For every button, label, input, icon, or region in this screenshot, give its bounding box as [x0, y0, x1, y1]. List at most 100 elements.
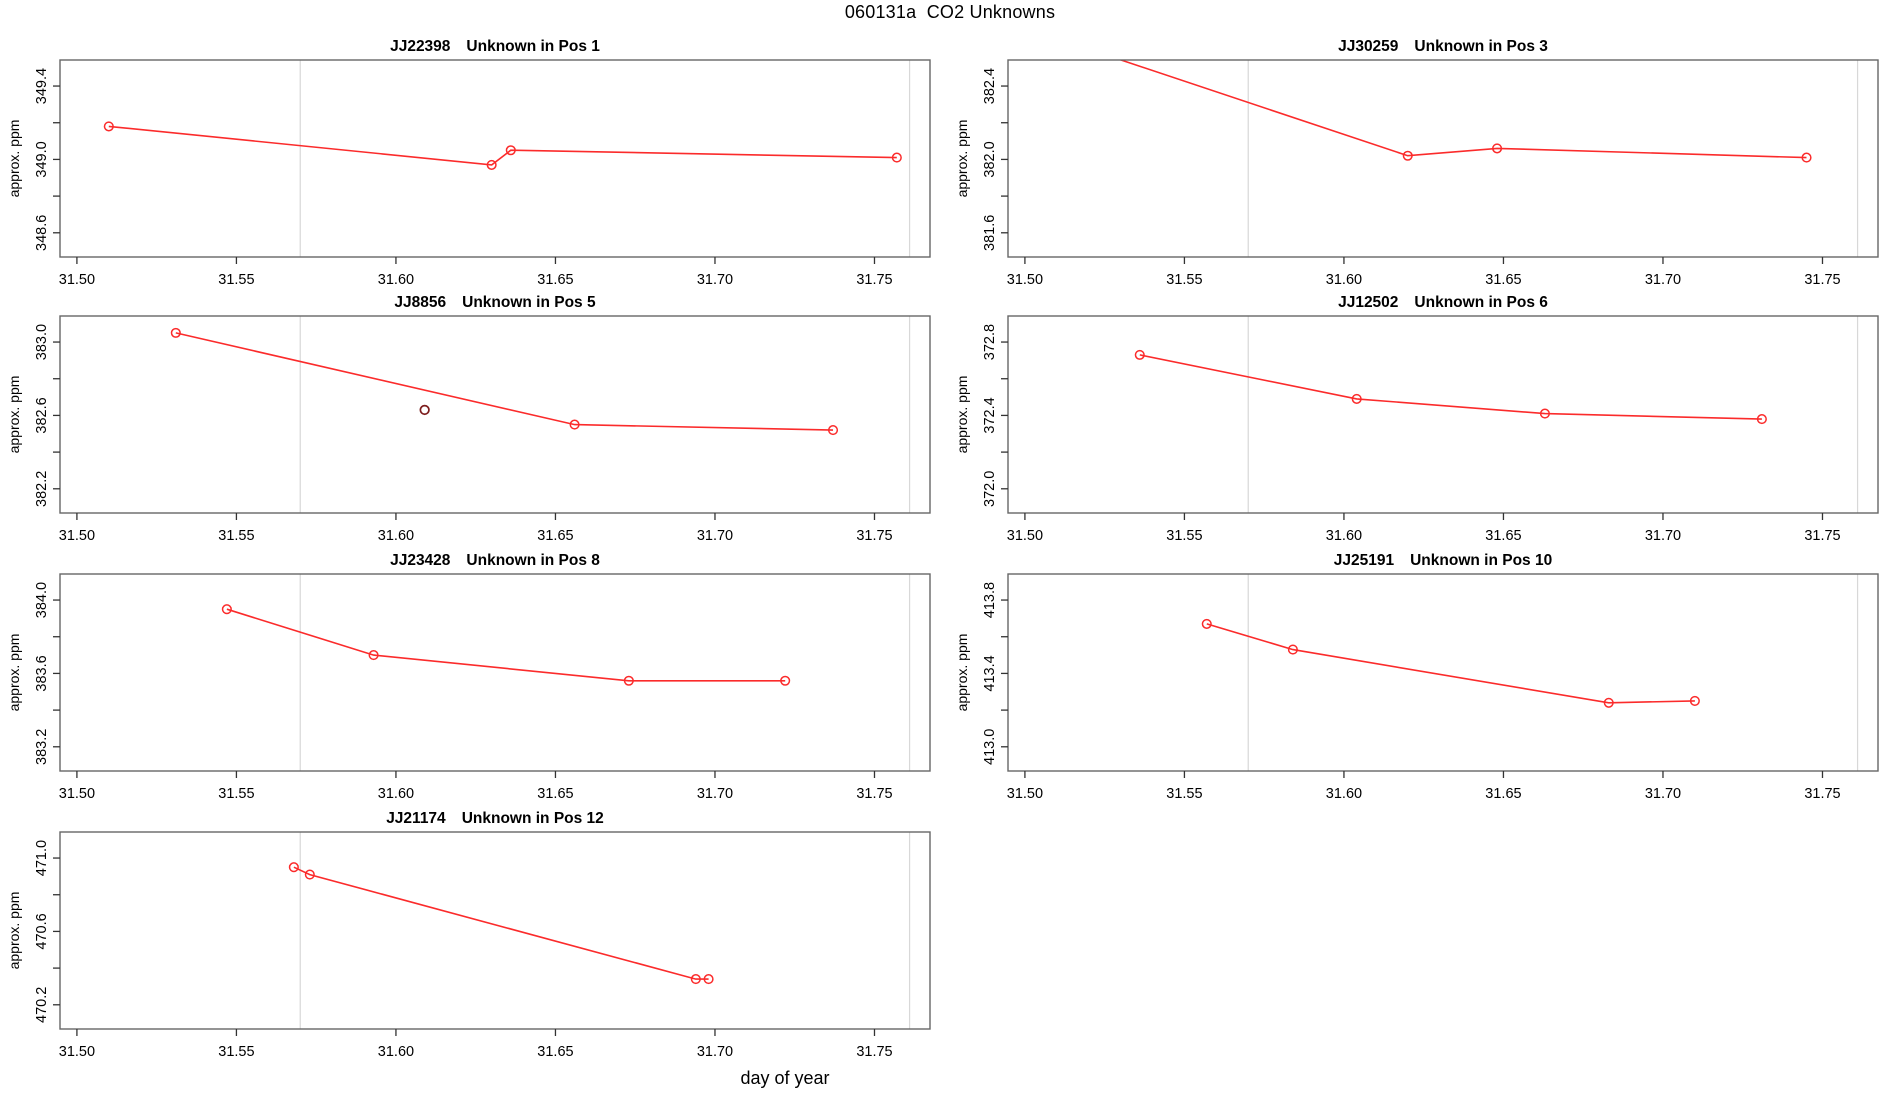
data-point-marker	[1287, 644, 1298, 655]
x-tick-label: 31.55	[218, 786, 254, 802]
data-point-marker	[505, 145, 516, 156]
y-tick-label: 413.4	[982, 655, 998, 691]
series-group	[221, 604, 791, 686]
subplot-title: JJ25191 Unknown in Pos 10	[1334, 552, 1552, 569]
series-line	[1139, 354, 1762, 420]
x-axis-label: day of year	[740, 1068, 830, 1088]
subplot-JJ12502: 31.50 31.55 31.60 31.65 31.70 31.75 372.0 372.4…	[954, 294, 1879, 544]
plot-border	[1007, 315, 1879, 514]
data-point-marker	[1689, 695, 1700, 706]
x-tick-label: 31.70	[1645, 528, 1681, 544]
data-point-marker	[368, 650, 379, 661]
x-axis: 31.50 31.55 31.60 31.65 31.70 31.75	[59, 513, 893, 544]
outlier-point-marker	[419, 404, 430, 416]
data-point-marker	[304, 869, 315, 880]
subplot-JJ23428: 31.50 31.55 31.60 31.65 31.70 31.75 383.2 383.6…	[6, 552, 931, 802]
y-axis-title: approx. ppm	[6, 376, 22, 454]
y-axis-title: approx. ppm	[6, 892, 22, 970]
x-tick-label: 31.55	[218, 1044, 254, 1060]
data-point-marker	[1603, 697, 1614, 708]
data-point-marker	[891, 152, 902, 163]
subplot-title: JJ22398 Unknown in Pos 1	[390, 38, 600, 55]
x-tick-label: 31.65	[1485, 528, 1521, 544]
series-group	[288, 862, 714, 985]
y-axis-title: approx. ppm	[954, 376, 970, 454]
y-tick-label: 382.6	[34, 397, 50, 433]
y-tick-label: 382.4	[982, 68, 998, 104]
x-tick-label: 31.50	[1007, 786, 1043, 802]
subplot-JJ30259: 31.50 31.55 31.60 31.65 31.70 31.75 381.6 382.0…	[954, 38, 1879, 288]
data-point-marker	[1402, 150, 1413, 161]
data-point-marker	[1801, 152, 1812, 163]
x-axis: 31.50 31.55 31.60 31.65 31.70 31.75	[59, 771, 893, 802]
y-tick-label: 381.6	[982, 215, 998, 251]
subplot-title: JJ12502 Unknown in Pos 6	[1338, 294, 1548, 311]
y-axis: 372.0 372.4 372.8	[982, 324, 1008, 507]
y-axis: 413.0 413.4 413.8	[982, 582, 1008, 765]
x-tick-label: 31.70	[697, 1044, 733, 1060]
x-tick-label: 31.60	[378, 528, 414, 544]
y-tick-label: 372.0	[982, 471, 998, 507]
y-tick-label: 413.0	[982, 729, 998, 765]
data-point-marker	[1492, 143, 1503, 154]
x-tick-label: 31.75	[856, 272, 892, 288]
data-point-marker	[623, 675, 634, 686]
y-axis-title: approx. ppm	[954, 634, 970, 712]
y-tick-label: 413.8	[982, 582, 998, 618]
series-group	[1201, 618, 1700, 708]
data-point-marker	[1068, 40, 1077, 49]
x-tick-label: 31.55	[1166, 272, 1202, 288]
x-tick-label: 31.60	[378, 786, 414, 802]
x-tick-label: 31.65	[537, 786, 573, 802]
subplot-JJ21174: 31.50 31.55 31.60 31.65 31.70 31.75 470.2 470.6…	[6, 810, 931, 1060]
x-tick-label: 31.65	[537, 528, 573, 544]
subplot-title: JJ30259 Unknown in Pos 3	[1338, 38, 1548, 55]
y-tick-label: 471.0	[34, 840, 50, 876]
y-axis: 470.2 470.6 471.0	[34, 840, 60, 1023]
x-tick-label: 31.60	[1326, 528, 1362, 544]
x-tick-label: 31.60	[378, 272, 414, 288]
subplot-title: JJ8856 Unknown in Pos 5	[394, 294, 596, 311]
y-axis: 383.2 383.6 384.0	[34, 582, 60, 765]
y-axis: 348.6 349.0 349.4	[34, 68, 60, 251]
x-tick-label: 31.75	[1804, 528, 1840, 544]
data-point-marker	[1201, 618, 1212, 629]
data-point-marker	[103, 121, 114, 132]
plot-border	[59, 831, 931, 1030]
data-point-marker	[703, 974, 714, 985]
plot-border	[1007, 573, 1879, 772]
y-axis-title: approx. ppm	[6, 120, 22, 198]
x-tick-label: 31.60	[378, 1044, 414, 1060]
x-axis: 31.50 31.55 31.60 31.65 31.70 31.75	[1007, 771, 1841, 802]
y-tick-label: 384.0	[34, 582, 50, 618]
x-axis: 31.50 31.55 31.60 31.65 31.70 31.75	[59, 1029, 893, 1060]
plot-border	[59, 573, 931, 772]
x-tick-label: 31.70	[697, 272, 733, 288]
x-tick-label: 31.75	[856, 786, 892, 802]
y-tick-label: 470.6	[34, 913, 50, 949]
y-axis: 381.6 382.0 382.4	[982, 68, 1008, 251]
data-point-marker	[221, 604, 232, 615]
x-tick-label: 31.65	[1485, 272, 1521, 288]
x-axis: 31.50 31.55 31.60 31.65 31.70 31.75	[1007, 513, 1841, 544]
plot-border	[59, 59, 931, 258]
x-axis: 31.50 31.55 31.60 31.65 31.70 31.75	[1007, 257, 1841, 288]
data-point-marker	[690, 974, 701, 985]
y-tick-label: 349.4	[34, 68, 50, 104]
x-tick-label: 31.55	[1166, 528, 1202, 544]
data-point-marker	[1756, 414, 1767, 425]
x-tick-label: 31.65	[1485, 786, 1521, 802]
x-tick-label: 31.70	[697, 528, 733, 544]
main-title: 060131a CO2 Unknowns	[844, 2, 1056, 22]
y-axis-title: approx. ppm	[6, 634, 22, 712]
y-axis: 382.2 382.6 383.0	[34, 324, 60, 507]
data-point-marker	[1351, 393, 1362, 404]
data-point-marker	[1134, 349, 1145, 360]
y-tick-label: 348.6	[34, 215, 50, 251]
y-tick-label: 372.4	[982, 397, 998, 433]
x-tick-label: 31.65	[537, 1044, 573, 1060]
x-tick-label: 31.50	[1007, 272, 1043, 288]
x-tick-label: 31.70	[1645, 272, 1681, 288]
data-point-marker	[827, 425, 839, 436]
subplot-title: JJ23428 Unknown in Pos 8	[390, 552, 600, 569]
